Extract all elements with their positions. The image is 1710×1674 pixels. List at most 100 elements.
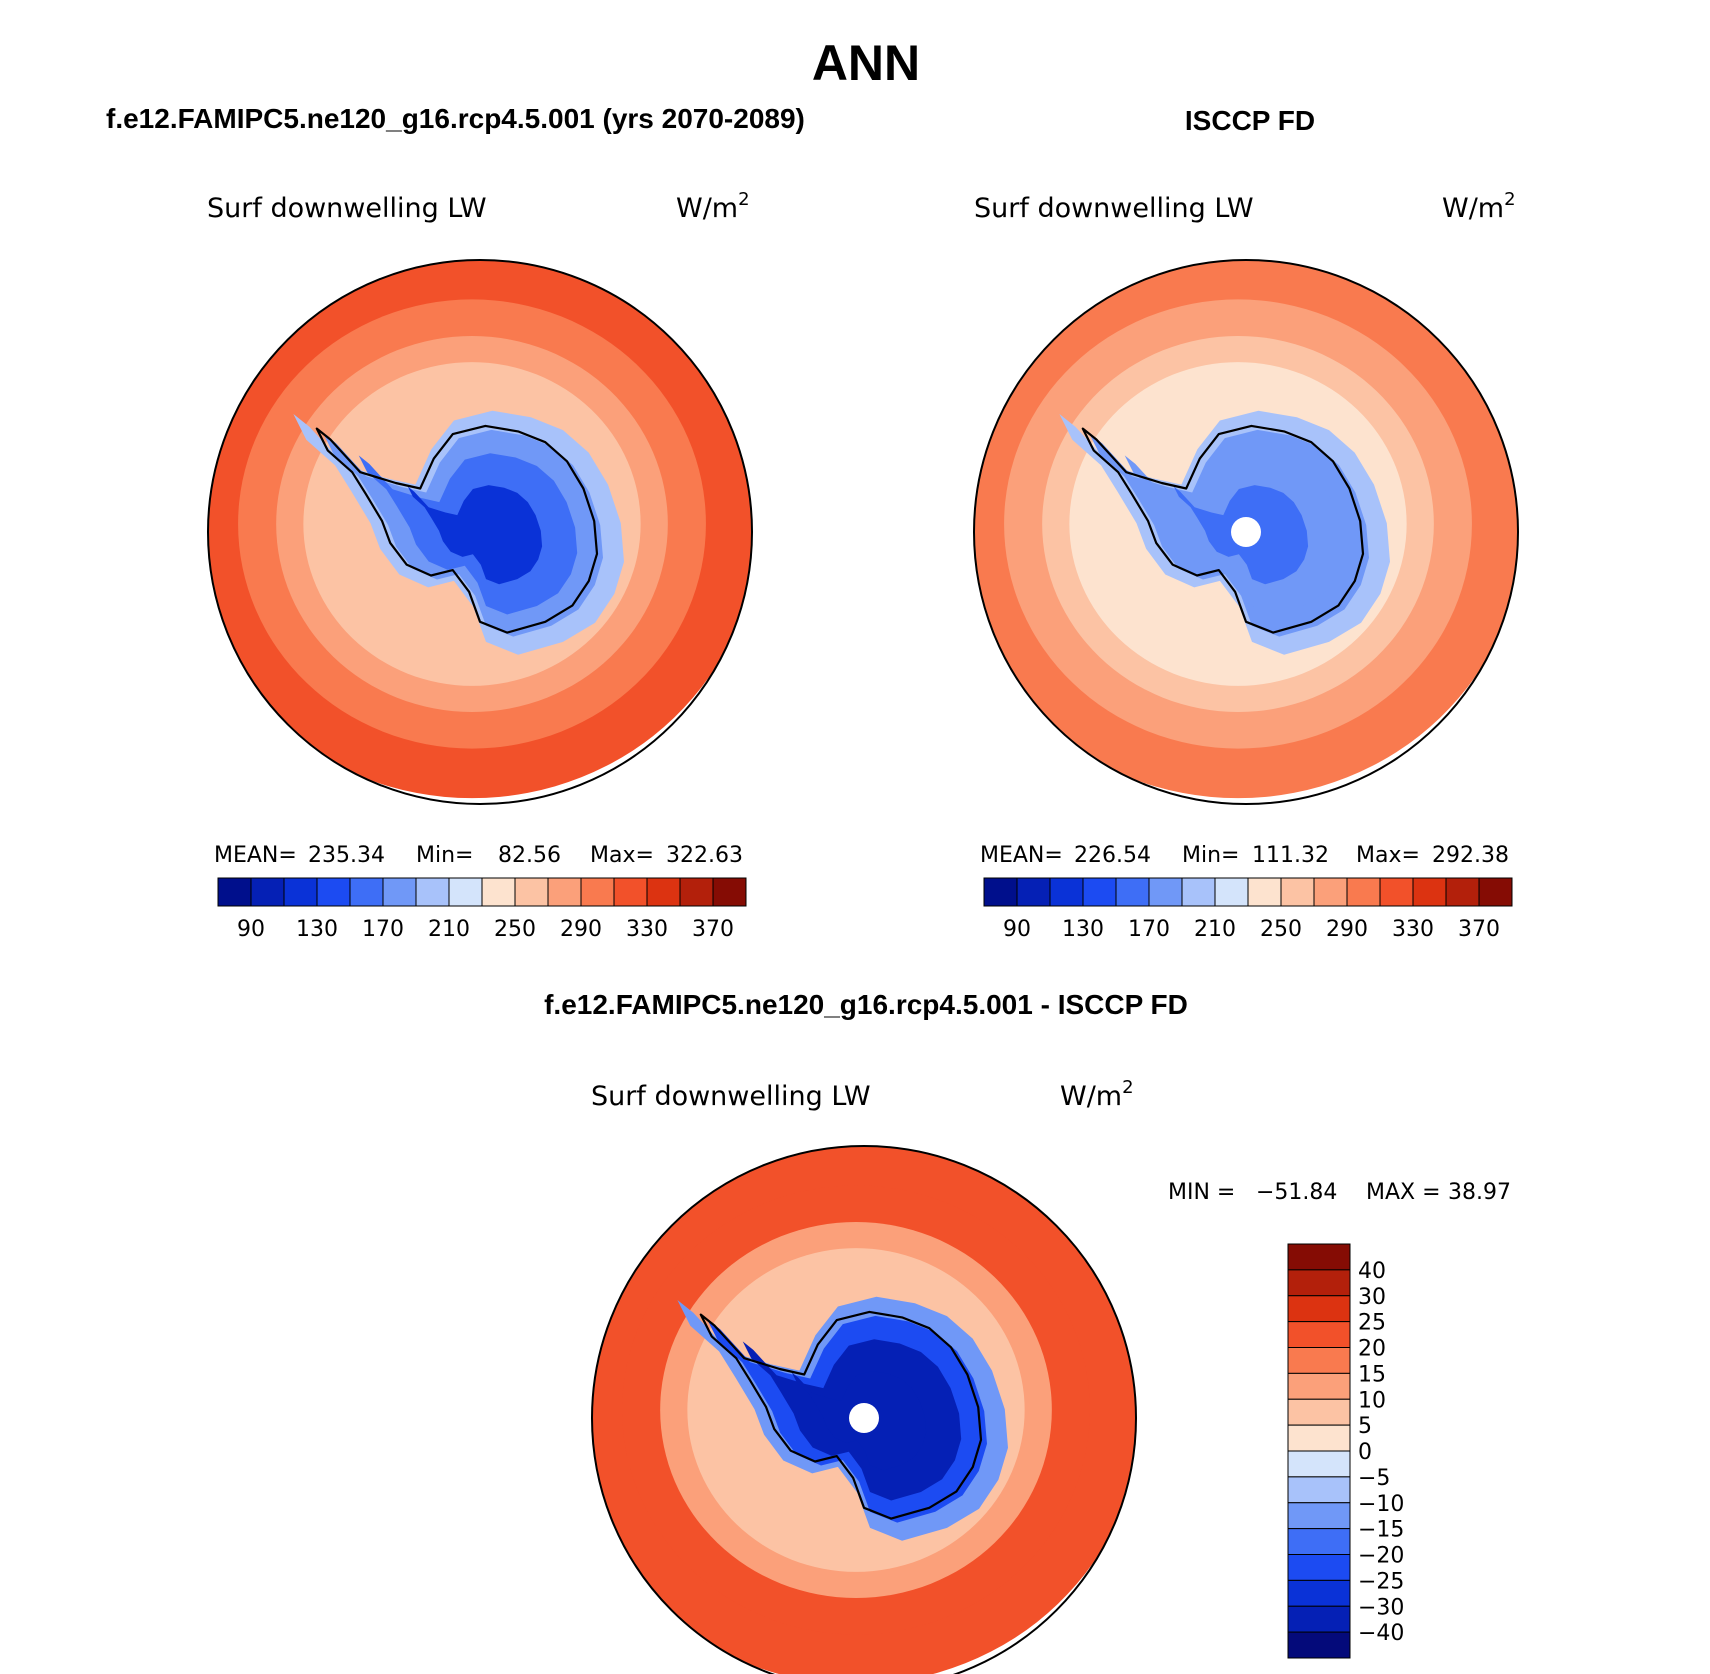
- colorbar-tick-label: 0: [1358, 1440, 1372, 1465]
- colorbar-swatch: [1287, 1528, 1351, 1555]
- panel-obs-variable: Surf downwelling LW: [974, 193, 1254, 224]
- panel-model-map-border: [207, 259, 753, 805]
- colorbar-tick-label: 90: [237, 917, 265, 942]
- colorbar-tick-label: 90: [1003, 917, 1031, 942]
- colorbar-tick-label: 370: [692, 917, 734, 942]
- colorbar-tick-label: 20: [1358, 1337, 1386, 1362]
- colorbar-swatch: [1049, 877, 1084, 907]
- panel-obs: ISCCP FD Surf downwelling LW W/m2 MEAN= 2…: [973, 105, 1519, 942]
- colorbar-swatch: [448, 877, 483, 907]
- colorbar-swatch: [1287, 1398, 1351, 1426]
- colorbar-tick-label: 25: [1358, 1311, 1386, 1336]
- colorbar-swatch: [1478, 877, 1513, 907]
- panel-diff-variable: Surf downwelling LW: [591, 1081, 871, 1112]
- colorbar-tick-label: 330: [626, 917, 668, 942]
- colorbar-swatch: [1379, 877, 1414, 907]
- colorbar-swatch: [1287, 1243, 1351, 1271]
- colorbar-tick-label: 210: [428, 917, 470, 942]
- coastline: [315, 424, 599, 634]
- colorbar-swatch: [382, 877, 417, 907]
- colorbar-swatch: [712, 877, 747, 907]
- colorbar-swatch: [349, 877, 384, 907]
- colorbar-swatch: [613, 877, 648, 907]
- coastline: [1081, 424, 1365, 634]
- colorbar-swatch: [983, 877, 1018, 907]
- panel-obs-title: ISCCP FD: [1185, 105, 1315, 136]
- colorbar-swatch: [1287, 1269, 1351, 1297]
- colorbar-tick-label: 290: [560, 917, 602, 942]
- panel-model: f.e12.FAMIPC5.ne120_g16.rcp4.5.001 (yrs …: [106, 103, 805, 942]
- colorbar-swatch: [1412, 877, 1447, 907]
- colorbar-swatch: [1181, 877, 1216, 907]
- colorbar-swatch: [679, 877, 714, 907]
- panel-diff-map-border: [591, 1145, 1137, 1674]
- colorbar-swatch: [1287, 1295, 1351, 1323]
- colorbar-swatch: [1287, 1321, 1351, 1348]
- panel-diff-title: f.e12.FAMIPC5.ne120_g16.rcp4.5.001 - ISC…: [544, 989, 1188, 1020]
- panel-obs-map-border: [973, 259, 1519, 805]
- colorbar-swatch: [316, 877, 351, 907]
- colorbar-swatch: [1280, 877, 1315, 907]
- pole-missing-data: [849, 1403, 879, 1433]
- colorbar-tick-label: 130: [1062, 917, 1104, 942]
- colorbar-swatch: [217, 877, 252, 907]
- colorbar-tick-label: 250: [494, 917, 536, 942]
- colorbar-tick-label: 15: [1358, 1362, 1386, 1387]
- colorbar-tick-label: −15: [1358, 1518, 1404, 1543]
- coastline: [699, 1310, 983, 1520]
- colorbar-swatch: [514, 877, 549, 907]
- colorbar-swatch: [250, 877, 285, 907]
- colorbar-swatch: [1082, 877, 1117, 907]
- colorbar-swatch: [580, 877, 615, 907]
- colorbar-swatch: [547, 877, 582, 907]
- colorbar-swatch: [646, 877, 681, 907]
- colorbar-swatch: [1287, 1424, 1351, 1452]
- panel-model-title: f.e12.FAMIPC5.ne120_g16.rcp4.5.001 (yrs …: [106, 103, 805, 134]
- colorbar-tick-label: 30: [1358, 1285, 1386, 1310]
- colorbar-swatch: [1287, 1372, 1351, 1400]
- colorbar-swatch: [481, 877, 516, 907]
- colorbar-tick-label: 130: [296, 917, 338, 942]
- panel-model-variable: Surf downwelling LW: [207, 193, 487, 224]
- colorbar-tick-label: 10: [1358, 1388, 1386, 1413]
- colorbar-swatch: [1287, 1554, 1351, 1581]
- colorbar-swatch: [1313, 877, 1348, 907]
- panel-obs-colorbar: 90 130 170 210 250 290 330 370: [983, 877, 1513, 942]
- colorbar-swatch: [1287, 1476, 1351, 1504]
- panel-obs-units: W/m2: [1442, 189, 1516, 224]
- panel-diff-map: [592, 1146, 1136, 1674]
- colorbar-swatch: [283, 877, 318, 907]
- colorbar-tick-label: 330: [1392, 917, 1434, 942]
- colorbar-tick-label: −10: [1358, 1492, 1404, 1517]
- colorbar-swatch: [1287, 1605, 1351, 1633]
- colorbar-swatch: [415, 877, 450, 907]
- colorbar-swatch: [1287, 1631, 1351, 1659]
- colorbar-tick-label: −5: [1358, 1466, 1390, 1491]
- colorbar-swatch: [1287, 1579, 1351, 1607]
- panel-diff-stats: MIN = −51.84 MAX = 38.97: [1168, 1180, 1511, 1205]
- colorbar-tick-label: −30: [1358, 1595, 1404, 1620]
- colorbar-tick-label: 370: [1458, 917, 1500, 942]
- colorbar-swatch: [1287, 1347, 1351, 1374]
- panel-model-colorbar: 90 130 170 210 250 290 330 370: [217, 877, 747, 942]
- panel-model-stats: MEAN= 235.34 Min= 82.56 Max= 322.63: [214, 843, 743, 868]
- panel-model-map: [208, 260, 752, 799]
- colorbar-tick-label: 250: [1260, 917, 1302, 942]
- colorbar-swatch: [1445, 877, 1480, 907]
- colorbar-swatch: [1148, 877, 1183, 907]
- colorbar-swatch: [1287, 1450, 1351, 1478]
- panel-obs-stats: MEAN= 226.54 Min= 111.32 Max= 292.38: [980, 843, 1509, 868]
- panel-model-units: W/m2: [676, 189, 750, 224]
- colorbar-tick-label: 170: [362, 917, 404, 942]
- colorbar-swatch: [1287, 1502, 1351, 1530]
- panel-diff: f.e12.FAMIPC5.ne120_g16.rcp4.5.001 - ISC…: [544, 989, 1511, 1674]
- colorbar-tick-label: 290: [1326, 917, 1368, 942]
- colorbar-tick-label: −40: [1358, 1621, 1404, 1646]
- colorbar-tick-label: 170: [1128, 917, 1170, 942]
- panel-diff-units: W/m2: [1060, 1077, 1134, 1112]
- colorbar-tick-label: −20: [1358, 1544, 1404, 1569]
- colorbar-tick-label: 5: [1358, 1414, 1372, 1439]
- colorbar-swatch: [1214, 877, 1249, 907]
